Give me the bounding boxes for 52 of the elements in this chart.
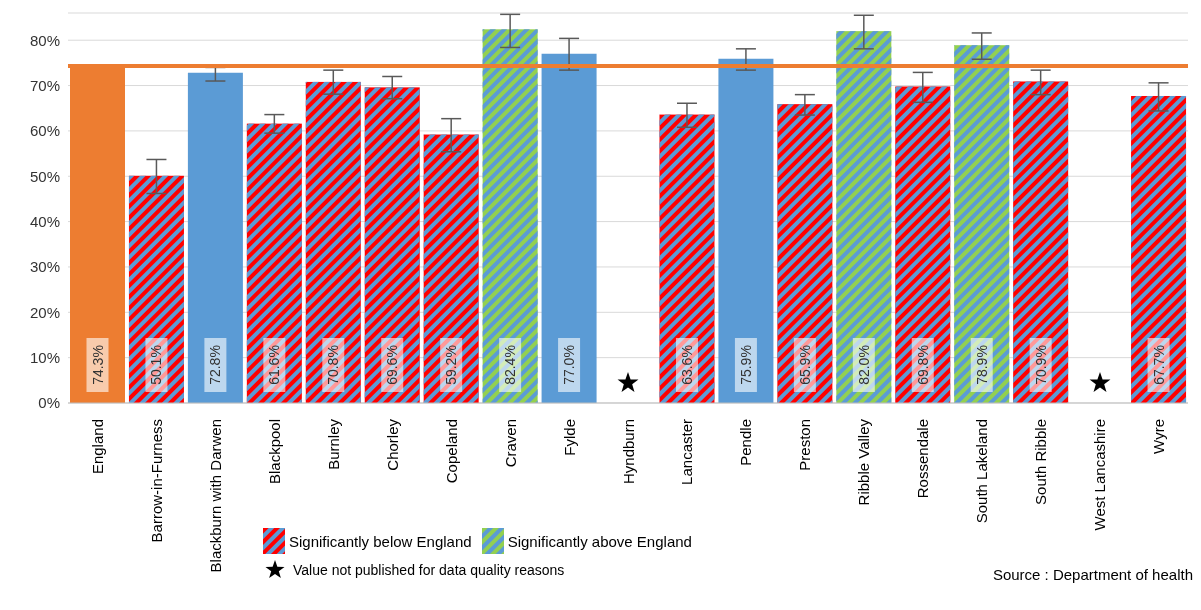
- data-label: 82.0%: [855, 345, 872, 385]
- x-tick-label: South Ribble: [1032, 419, 1050, 505]
- y-tick-label: 0%: [38, 394, 60, 412]
- data-label: 78.9%: [973, 345, 990, 385]
- x-tick-label: Chorley: [383, 418, 401, 471]
- x-tick-label: Craven: [501, 419, 519, 468]
- x-tick-label: South Lakeland: [973, 419, 991, 524]
- x-tick-label: Hyndburn: [619, 419, 637, 485]
- data-label: 72.8%: [207, 345, 224, 385]
- x-tick-label: England: [88, 419, 106, 475]
- data-label: 65.9%: [796, 345, 813, 385]
- x-tick-label: Pendle: [737, 419, 755, 466]
- data-label: 70.8%: [325, 345, 342, 385]
- data-label: 69.6%: [384, 345, 401, 385]
- y-tick-label: 80%: [29, 31, 60, 49]
- x-tick-label: Ribble Valley: [855, 418, 873, 506]
- y-tick-label: 20%: [29, 303, 60, 321]
- x-tick-label: Preston: [796, 419, 814, 471]
- x-tick-label: Copeland: [442, 419, 460, 484]
- y-tick-label: 50%: [29, 167, 60, 185]
- data-label: 69.8%: [914, 345, 931, 385]
- x-tick-label: Blackpool: [265, 419, 283, 485]
- data-label: 77.0%: [561, 345, 578, 385]
- x-tick-label: Barrow-in-Furness: [147, 419, 165, 543]
- source-note: Source : Department of health: [992, 566, 1193, 583]
- x-tick-label: Lancaster: [678, 419, 696, 485]
- x-tick-label: Wyre: [1150, 419, 1168, 454]
- data-label: 63.6%: [678, 345, 695, 385]
- legend-label: Significantly above England: [507, 532, 692, 550]
- bar: [187, 72, 243, 403]
- data-label: 67.7%: [1150, 345, 1167, 385]
- text: Value not published for data quality reasons: [293, 562, 565, 578]
- bar: [718, 58, 774, 403]
- x-tick-label: Burnley: [324, 418, 342, 470]
- data-label: 70.9%: [1032, 345, 1049, 385]
- y-tick-label: 60%: [29, 122, 60, 140]
- data-label: 50.1%: [148, 345, 165, 385]
- x-tick-label: Rossendale: [914, 419, 932, 499]
- x-tick-label: Blackburn with Darwen: [206, 419, 224, 573]
- x-tick-label: West Lancashire: [1091, 419, 1109, 531]
- data-label: 74.3%: [89, 345, 106, 385]
- y-tick-label: 70%: [29, 76, 60, 94]
- y-tick-label: 30%: [29, 258, 60, 276]
- data-label: 61.6%: [266, 345, 283, 385]
- legend-label: Significantly below England: [289, 532, 472, 550]
- data-label: 75.9%: [737, 345, 754, 385]
- data-label: 59.2%: [443, 345, 460, 385]
- data-label: 82.4%: [502, 345, 519, 385]
- bar: [541, 53, 597, 403]
- y-tick-label: 40%: [29, 212, 60, 230]
- x-tick-label: Fylde: [560, 419, 578, 456]
- y-tick-label: 10%: [29, 348, 60, 366]
